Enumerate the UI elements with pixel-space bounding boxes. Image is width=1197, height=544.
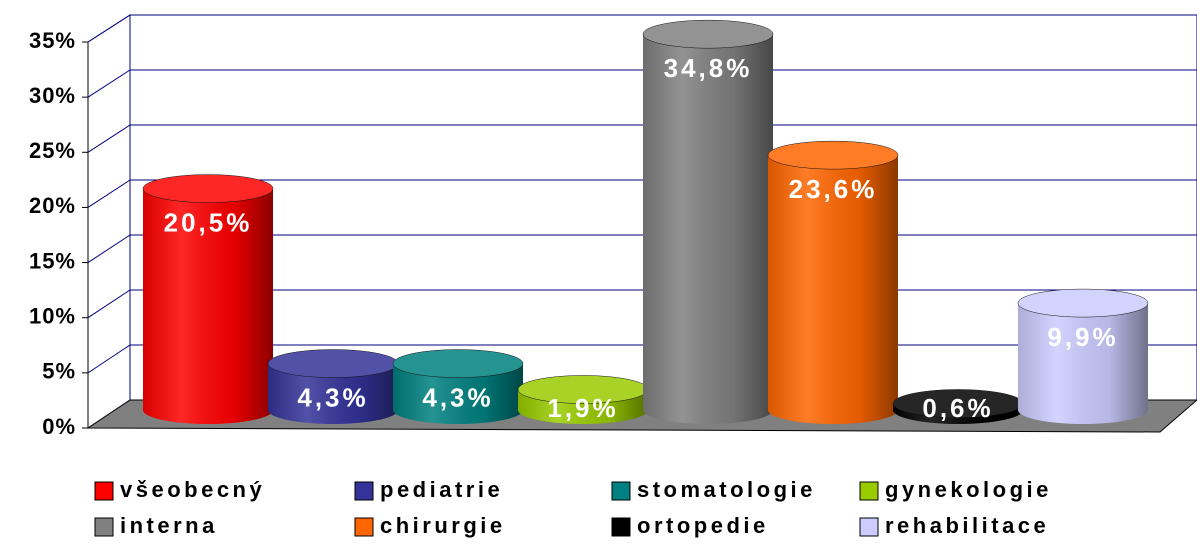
bar-top <box>642 19 774 49</box>
y-tick-label: 30% <box>29 83 76 108</box>
bar-top <box>1017 288 1149 318</box>
bar-top <box>767 140 899 170</box>
bar-shade <box>1018 303 1148 410</box>
y-tick-label: 25% <box>29 138 76 163</box>
bar-top-light <box>393 349 523 378</box>
value-label: 4,3% <box>422 382 493 412</box>
bar-top-light <box>518 375 648 404</box>
y-tick-label: 35% <box>29 28 76 53</box>
legend-label: všeobecný <box>120 477 265 502</box>
legend-label: interna <box>120 513 218 538</box>
bar-shade <box>768 155 898 410</box>
value-label: 23,6% <box>789 174 878 204</box>
y-tick-label: 0% <box>42 414 76 439</box>
bar-top-light <box>1018 289 1148 318</box>
grid-line <box>87 234 131 263</box>
bar-top-light <box>893 389 1023 418</box>
value-label: 20,5% <box>164 207 253 237</box>
legend-swatch <box>859 517 879 537</box>
legend-label: stomatologie <box>637 477 816 502</box>
y-tick-label: 15% <box>29 248 76 273</box>
bar-top <box>392 349 524 378</box>
bar-top-light <box>268 349 398 378</box>
value-label: 4,3% <box>297 382 368 412</box>
legend-swatch <box>611 517 631 537</box>
bar-top-light <box>643 20 773 49</box>
grid-line <box>87 14 131 43</box>
y-tick-label: 5% <box>42 359 76 384</box>
legend-label: pediatrie <box>380 477 503 502</box>
value-label: 34,8% <box>664 53 753 83</box>
legend-swatch <box>354 481 374 501</box>
bar-shade <box>143 188 273 410</box>
value-label: 9,9% <box>1047 322 1118 352</box>
y-tick-label: 10% <box>29 304 76 329</box>
legend-swatch <box>354 517 374 537</box>
legend-label: rehabilitace <box>885 513 1049 538</box>
legend-swatch <box>611 481 631 501</box>
grid-line <box>87 289 131 319</box>
bar-shade <box>643 34 773 410</box>
legend-swatch <box>94 517 114 537</box>
bar-top-light <box>768 141 898 170</box>
legend-label: ortopedie <box>637 513 769 538</box>
bar-top-light <box>143 174 273 203</box>
grid-line <box>87 124 131 153</box>
y-tick-label: 20% <box>29 193 76 218</box>
legend-swatch <box>859 481 879 501</box>
legend-label: chirurgie <box>380 513 506 538</box>
legend-label: gynekologie <box>885 477 1052 502</box>
grid-line <box>87 69 131 98</box>
value-label: 0,6% <box>922 393 993 423</box>
grid-line <box>87 179 131 208</box>
value-label: 1,9% <box>547 393 618 423</box>
grid-line <box>87 344 131 374</box>
bar-top <box>142 174 274 203</box>
side-wall <box>87 14 131 429</box>
legend-swatch <box>94 481 114 501</box>
